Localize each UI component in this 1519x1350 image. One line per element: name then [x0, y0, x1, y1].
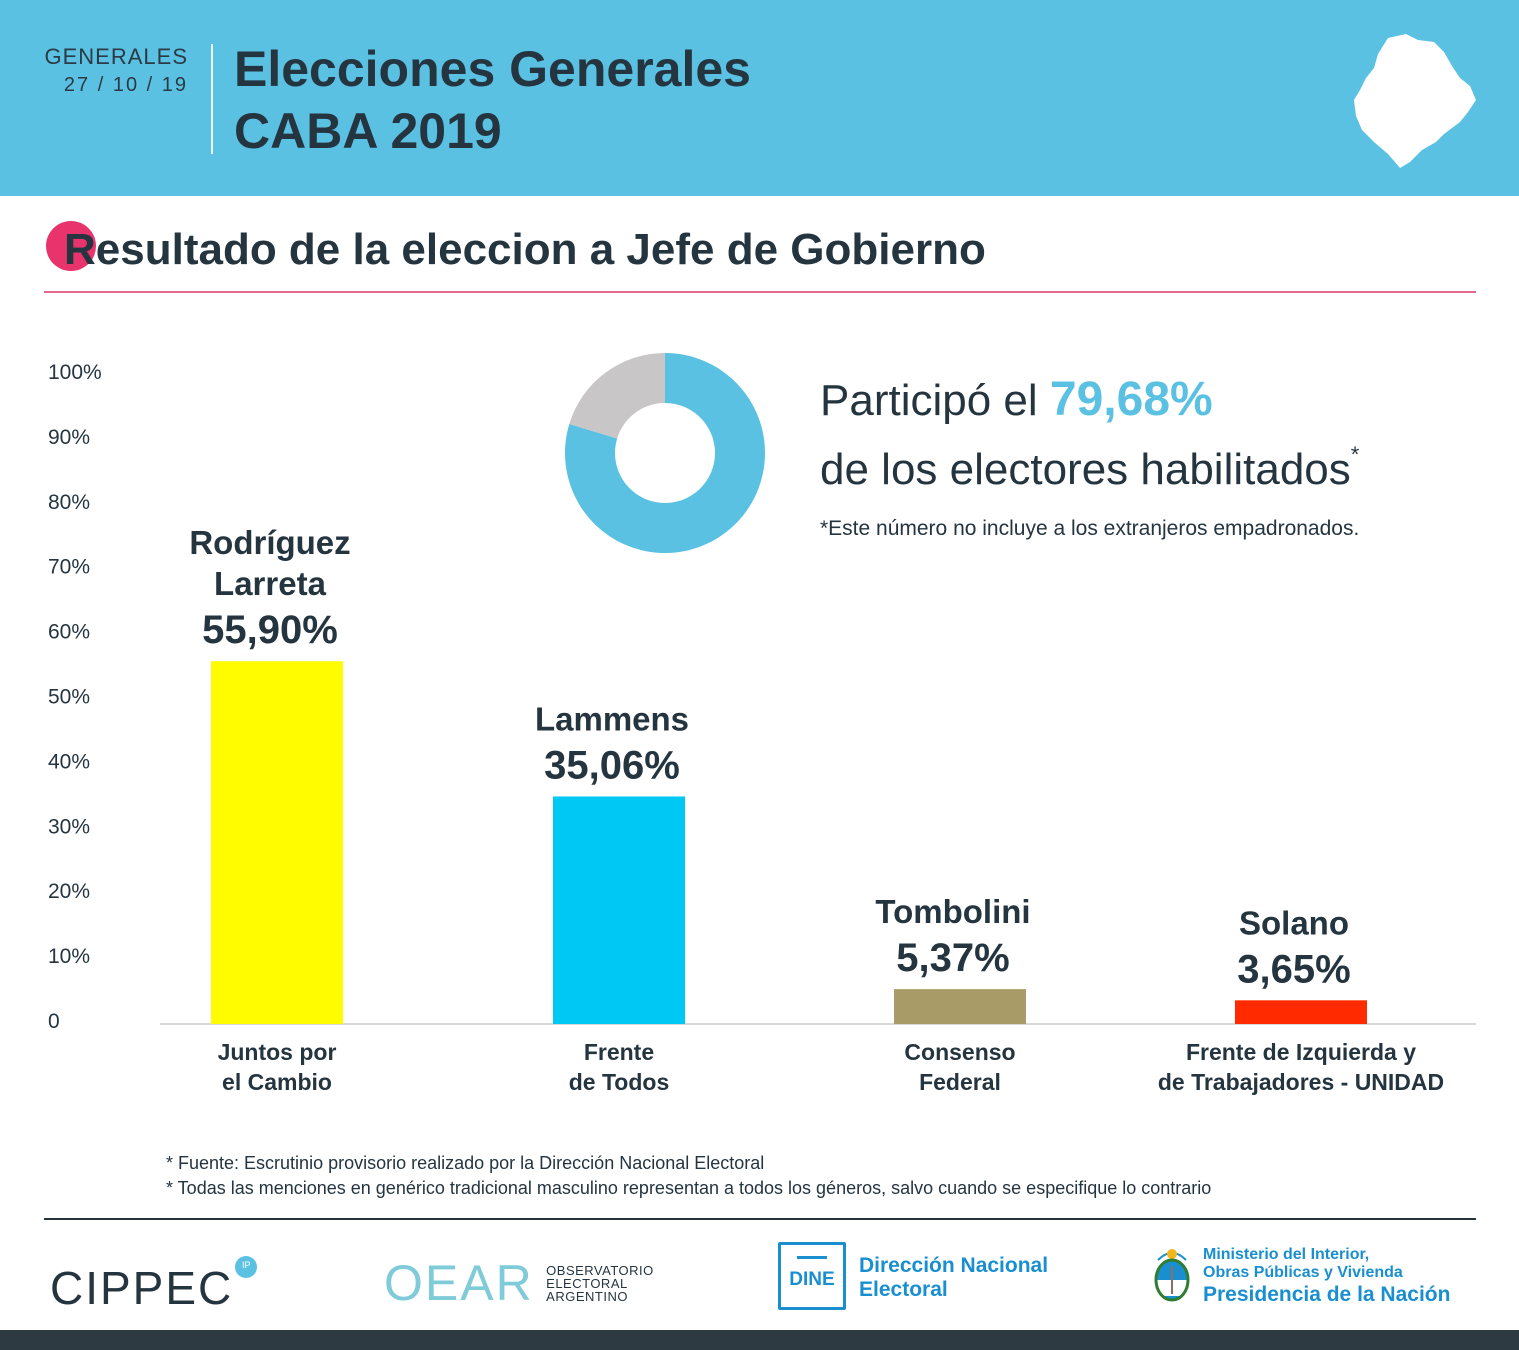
x-tick-label: Juntos por: [218, 1039, 337, 1065]
participation-subline: de los electores habilitados*: [820, 442, 1359, 495]
footer-divider: [44, 1218, 1476, 1220]
header-banner: GENERALES 27 / 10 / 19 Elecciones Genera…: [0, 0, 1519, 196]
x-tick-label: de Trabajadores - UNIDAD: [1158, 1069, 1444, 1095]
dine-logo-bar: [797, 1256, 827, 1259]
y-tick-label: 0: [48, 1010, 60, 1033]
x-tick-label: Frente de Izquierda y: [1186, 1039, 1416, 1065]
candidate-label: Tombolini: [875, 893, 1030, 930]
bar: [1235, 1000, 1367, 1024]
candidate-label: Larreta: [214, 565, 327, 602]
y-tick-label: 60%: [48, 621, 90, 644]
dine-name-line1: Dirección Nacional: [859, 1254, 1049, 1277]
dine-name-line2: Electoral: [859, 1278, 948, 1301]
national-crest-icon: [1154, 1249, 1190, 1302]
y-tick-label: 90%: [48, 426, 90, 449]
oear-logo-text: OEAR: [384, 1255, 534, 1311]
results-bar-chart: 100% 90% 80% 70% 60% 50% 40% 30% 20% 10% 0 55,90% Ro…: [48, 361, 1476, 1095]
bar: [894, 989, 1026, 1024]
x-tick-label: Frente: [584, 1039, 654, 1065]
oear-logo-subtext: OBSERVATORIO ELECTORAL ARGENTINO: [546, 1264, 654, 1303]
donut-participation-slice: [565, 353, 765, 553]
footnote-source: * Fuente: Escrutinio provisorio realizad…: [166, 1153, 765, 1173]
footnote-gender: * Todas las menciones en genérico tradic…: [166, 1178, 1212, 1198]
section-title: Resultado de la eleccion a Jefe de Gobie…: [64, 225, 986, 274]
data-label: 35,06%: [544, 743, 680, 787]
participation-asterisk: *: [1350, 442, 1360, 467]
cippec-logo-text: CIPPEC: [50, 1262, 234, 1314]
oear-sub-2: ELECTORAL: [546, 1275, 628, 1291]
x-tick-label: de Todos: [569, 1069, 670, 1095]
page-title: Elecciones Generales CABA 2019: [234, 38, 751, 162]
y-tick-label: 80%: [48, 491, 90, 514]
ministerio-line2: Obras Públicas y Vivienda: [1203, 1264, 1403, 1281]
donut-abstention-slice: [569, 353, 665, 439]
dine-logo: DINE: [778, 1242, 846, 1310]
y-tick-label: 10%: [48, 945, 90, 968]
data-label: 3,65%: [1237, 947, 1350, 991]
y-tick-label: 40%: [48, 750, 90, 773]
x-tick-label: Federal: [919, 1069, 1001, 1095]
ministerio-line1: Ministerio del Interior,: [1203, 1246, 1370, 1263]
candidate-label: Rodríguez: [189, 524, 350, 561]
oear-sub-3: ARGENTINO: [546, 1288, 628, 1304]
oear-sub-1: OBSERVATORIO: [546, 1262, 654, 1278]
page-title-line2: CABA 2019: [234, 103, 502, 159]
candidate-label: Solano: [1239, 904, 1349, 941]
data-label: 5,37%: [896, 936, 1009, 980]
cippec-badge-icon: IP: [235, 1256, 258, 1278]
participation-line2: de los electores habilitados: [820, 445, 1351, 494]
election-type: GENERALES: [44, 44, 188, 69]
bottom-bar: [0, 1330, 1519, 1350]
dine-logo-text: DINE: [789, 1269, 835, 1290]
section-underline: [44, 291, 1476, 293]
y-tick-label: 50%: [48, 686, 90, 709]
footnotes: * Fuente: Escrutinio provisorio realizad…: [166, 1151, 1211, 1201]
bar: [211, 661, 343, 1024]
participation-value: 79,68%: [1049, 373, 1213, 426]
data-label: 55,90%: [202, 608, 338, 652]
dine-name: Dirección Nacional Electoral: [859, 1254, 1048, 1302]
page-title-line1: Elecciones Generales: [234, 41, 751, 97]
participation-headline: Participó el 79,68%: [820, 372, 1213, 427]
section-accent-dot: [46, 221, 96, 271]
election-date: 27 / 10 / 19: [63, 74, 188, 96]
x-tick-label: Consenso: [904, 1039, 1015, 1065]
header-divider: [211, 44, 213, 154]
y-tick-label: 100%: [48, 361, 102, 384]
y-tick-label: 30%: [48, 815, 90, 838]
participation-note: *Este número no incluye a los extranjero…: [820, 517, 1360, 540]
cippec-logo: CIPPEC IP: [50, 1256, 258, 1315]
x-tick-label: el Cambio: [222, 1069, 332, 1095]
y-tick-label: 70%: [48, 556, 90, 579]
oear-logo: OEAR OBSERVATORIO ELECTORAL ARGENTINO: [384, 1254, 654, 1312]
ministerio-logo: Ministerio del Interior, Obras Públicas …: [1203, 1246, 1450, 1308]
cippec-badge-text: IP: [242, 1260, 251, 1270]
caba-map-icon: [1354, 34, 1476, 168]
y-tick-label: 20%: [48, 880, 90, 903]
participation-prefix: Participó el: [820, 376, 1038, 425]
candidate-label: Lammens: [535, 700, 689, 737]
participation-donut: [565, 353, 765, 553]
presidencia-text: Presidencia de la Nación: [1203, 1283, 1451, 1306]
election-label: GENERALES 27 / 10 / 19: [40, 44, 188, 97]
bar: [553, 796, 685, 1024]
